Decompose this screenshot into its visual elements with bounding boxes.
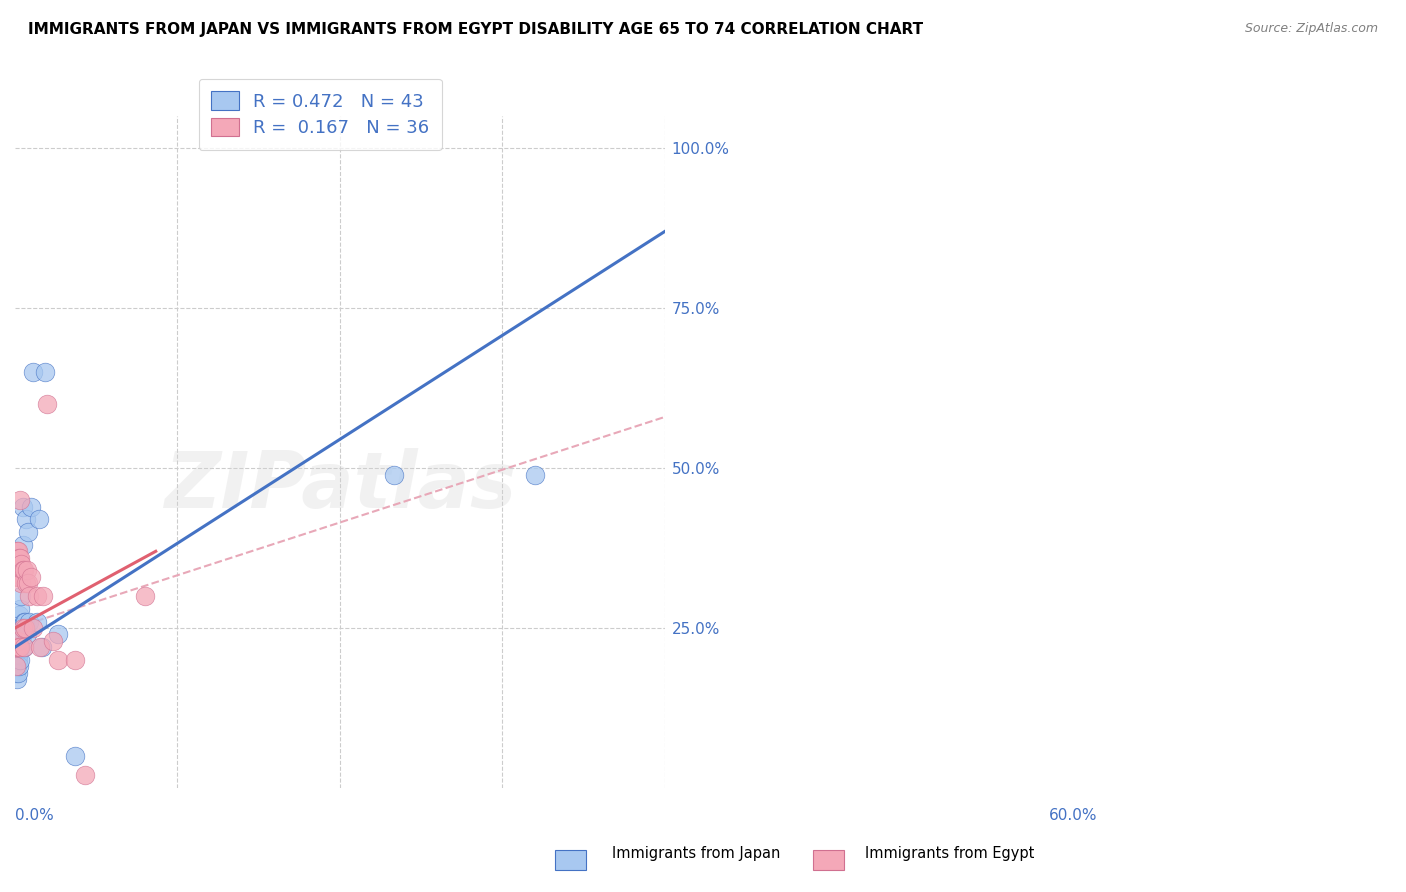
Text: Source: ZipAtlas.com: Source: ZipAtlas.com: [1244, 22, 1378, 36]
Point: [8, 627, 31, 641]
Point: [10, 621, 32, 635]
Point: [10, 653, 32, 667]
Point: [20, 500, 42, 514]
Point: [4, 659, 27, 673]
Point: [7, 665, 30, 680]
Point: [28, 640, 51, 655]
Point: [8, 640, 31, 655]
Point: [17, 576, 39, 591]
Point: [10, 602, 32, 616]
Point: [15, 564, 38, 578]
Point: [6, 672, 28, 686]
Point: [10, 589, 32, 603]
Point: [4, 659, 27, 673]
Point: [14, 576, 37, 591]
Point: [28, 512, 51, 526]
Text: Immigrants from Japan: Immigrants from Japan: [612, 847, 780, 861]
Point: [75, 768, 97, 782]
Point: [382, 467, 405, 482]
Point: [14, 615, 37, 629]
Point: [63, 653, 86, 667]
Point: [4, 665, 27, 680]
Point: [6, 640, 28, 655]
Point: [8, 550, 31, 565]
Point: [13, 615, 35, 629]
Point: [7, 564, 30, 578]
Point: [11, 564, 34, 578]
Point: [8, 608, 31, 623]
Point: [6, 627, 28, 641]
Point: [13, 564, 35, 578]
Point: [17, 525, 39, 540]
Point: [6, 659, 28, 673]
Text: 0.0%: 0.0%: [15, 808, 53, 823]
Point: [11, 538, 34, 552]
Point: [18, 589, 41, 603]
Point: [20, 570, 42, 584]
Point: [8, 640, 31, 655]
Legend: R = 0.472   N = 43, R =  0.167   N = 36: R = 0.472 N = 43, R = 0.167 N = 36: [198, 78, 441, 150]
Point: [4, 640, 27, 655]
Point: [46, 653, 69, 667]
Point: [6, 640, 28, 655]
Point: [134, 589, 156, 603]
Point: [10, 627, 32, 641]
Point: [8, 659, 31, 673]
Point: [7, 633, 30, 648]
Point: [10, 557, 32, 571]
Point: [10, 576, 32, 591]
Point: [14, 512, 37, 526]
Point: [10, 640, 32, 655]
Point: [32, 589, 55, 603]
Point: [8, 570, 31, 584]
Text: ZIPatlas: ZIPatlas: [163, 448, 516, 524]
Point: [10, 550, 32, 565]
Point: [34, 365, 56, 379]
Point: [25, 615, 48, 629]
Point: [31, 640, 53, 655]
Point: [7, 653, 30, 667]
Point: [7, 544, 30, 558]
Point: [4, 653, 27, 667]
Point: [7, 647, 30, 661]
Point: [18, 615, 41, 629]
Text: 60.0%: 60.0%: [1049, 808, 1098, 823]
Point: [13, 640, 35, 655]
Point: [11, 627, 34, 641]
Point: [7, 633, 30, 648]
Point: [11, 621, 34, 635]
Point: [46, 627, 69, 641]
Point: [37, 397, 59, 411]
Point: [523, 467, 546, 482]
Point: [10, 493, 32, 508]
Point: [11, 500, 34, 514]
Point: [25, 589, 48, 603]
Point: [7, 621, 30, 635]
Point: [6, 570, 28, 584]
Point: [22, 365, 45, 379]
Point: [6, 647, 28, 661]
Point: [10, 640, 32, 655]
Point: [22, 621, 45, 635]
Point: [63, 748, 86, 763]
Text: Immigrants from Egypt: Immigrants from Egypt: [865, 847, 1033, 861]
Point: [13, 640, 35, 655]
Text: IMMIGRANTS FROM JAPAN VS IMMIGRANTS FROM EGYPT DISABILITY AGE 65 TO 74 CORRELATI: IMMIGRANTS FROM JAPAN VS IMMIGRANTS FROM…: [28, 22, 924, 37]
Point: [14, 621, 37, 635]
Point: [6, 544, 28, 558]
Point: [42, 633, 65, 648]
Point: [15, 627, 38, 641]
